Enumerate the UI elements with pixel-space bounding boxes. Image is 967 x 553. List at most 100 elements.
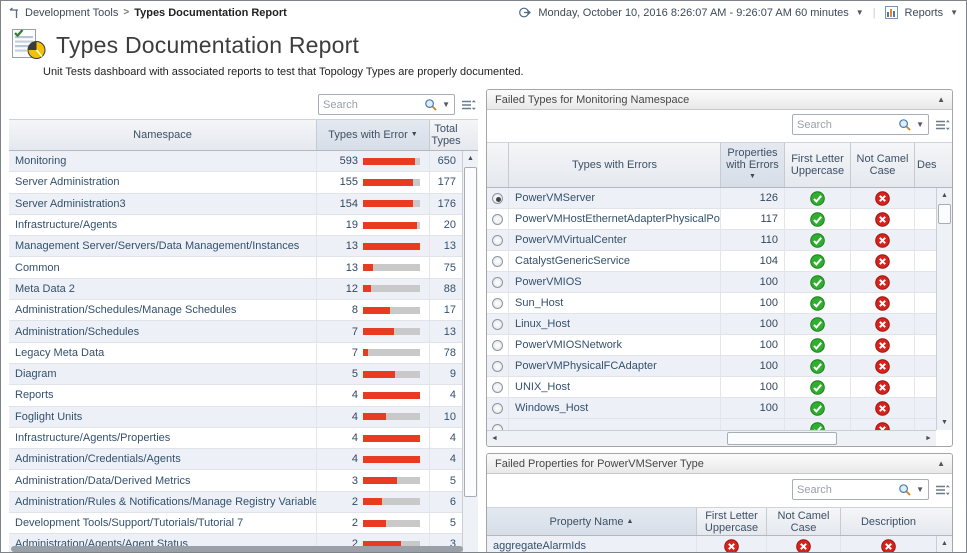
magnifier-icon[interactable]: [898, 118, 912, 132]
column-header-total-types[interactable]: Total Types: [431, 123, 461, 147]
scroll-left-icon[interactable]: ◄: [491, 435, 498, 442]
namespace-table-vertical-scrollbar[interactable]: ▲: [462, 151, 478, 552]
scroll-up-icon[interactable]: ▲: [941, 540, 948, 547]
table-row[interactable]: Administration/Schedules 7 13: [9, 321, 462, 343]
search-options-caret-icon[interactable]: ▼: [442, 100, 450, 109]
table-row[interactable]: Server Administration 155 177: [9, 172, 462, 194]
reports-caret-icon[interactable]: ▼: [950, 8, 958, 17]
sort-desc-icon: ▼: [410, 131, 418, 138]
search-input[interactable]: [797, 118, 899, 131]
table-row[interactable]: Common 13 75: [9, 257, 462, 279]
radio-button[interactable]: [492, 255, 503, 267]
scrollbar-thumb[interactable]: [464, 167, 477, 497]
magnifier-icon[interactable]: [898, 483, 912, 497]
table-row[interactable]: Legacy Meta Data 7 78: [9, 342, 462, 364]
failed-types-table-header: Types with Errors Properties with Errors…: [487, 142, 952, 188]
scroll-down-icon[interactable]: ▼: [941, 419, 948, 426]
column-header-property-name[interactable]: Property Name ▲: [487, 508, 697, 535]
table-row[interactable]: Monitoring 593 650: [9, 151, 462, 173]
radio-button[interactable]: [492, 381, 503, 393]
scroll-right-icon[interactable]: ►: [925, 435, 932, 442]
time-range-selector[interactable]: Monday, October 10, 2016 8:26:07 AM - 9:…: [538, 6, 849, 19]
search-options-caret-icon[interactable]: ▼: [916, 120, 924, 129]
radio-button[interactable]: [492, 192, 503, 204]
table-row[interactable]: Management Server/Servers/Data Managemen…: [9, 236, 462, 258]
magnifier-icon[interactable]: [424, 98, 438, 112]
table-row[interactable]: Administration/Rules & Notifications/Man…: [9, 491, 462, 514]
error-ratio-bar: [363, 434, 420, 442]
bookmark-icon[interactable]: [9, 6, 20, 19]
radio-button[interactable]: [492, 339, 503, 351]
radio-button[interactable]: [492, 360, 503, 372]
radio-button[interactable]: [492, 318, 503, 330]
search-input[interactable]: [323, 98, 425, 111]
reports-menu[interactable]: Reports: [904, 6, 944, 19]
table-row[interactable]: Meta Data 2 12 88: [9, 278, 462, 301]
breadcrumb-section[interactable]: Development Tools: [25, 6, 119, 19]
failed-types-vertical-scrollbar[interactable]: ▲ ▼: [936, 188, 952, 430]
table-row[interactable]: Development Tools/Support/Tutorials/Tuto…: [9, 513, 462, 535]
time-range-caret-icon[interactable]: ▼: [855, 8, 864, 17]
table-row[interactable]: Windows_Host 100: [487, 398, 936, 419]
row-selector-cell: [487, 209, 509, 229]
column-header-first-letter-uppercase[interactable]: First Letter Uppercase: [697, 508, 767, 535]
column-header-types-with-errors[interactable]: Types with Errors: [509, 143, 721, 187]
table-row[interactable]: PowerVMIOS 100: [487, 272, 936, 293]
column-header-description[interactable]: Description: [860, 515, 917, 528]
table-row[interactable]: Linux_Host 100: [487, 314, 936, 335]
table-row[interactable]: PowerVMVirtualCenter 110: [487, 230, 936, 251]
table-row[interactable]: [487, 419, 936, 430]
properties-with-errors-cell: 117: [721, 209, 785, 229]
not-camel-case-cell: [851, 398, 915, 418]
table-row[interactable]: Administration/Credentials/Agents 4 4: [9, 449, 462, 471]
table-row[interactable]: Reports 4 4: [9, 385, 462, 407]
column-header-namespace[interactable]: Namespace: [9, 120, 317, 150]
radio-button[interactable]: [492, 213, 503, 225]
scrollbar-thumb[interactable]: [938, 204, 951, 224]
radio-button[interactable]: [492, 297, 503, 309]
column-header-types-with-error[interactable]: Types with Error ▼: [317, 120, 430, 150]
scrollbar-thumb[interactable]: [727, 432, 837, 445]
table-row[interactable]: Infrastructure/Agents 19 20: [9, 214, 462, 237]
table-row[interactable]: Foglight Units 4 10: [9, 406, 462, 428]
table-row[interactable]: Administration/Schedules/Manage Schedule…: [9, 300, 462, 322]
search-input[interactable]: [797, 483, 899, 496]
table-row[interactable]: PowerVMPhysicalFCAdapter 100: [487, 356, 936, 377]
property-name-cell: aggregateAlarmIds: [487, 536, 697, 552]
radio-button[interactable]: [492, 234, 503, 246]
search-options-caret-icon[interactable]: ▼: [916, 485, 924, 494]
table-customizer-icon[interactable]: [935, 119, 950, 131]
scroll-up-icon[interactable]: ▲: [467, 155, 474, 162]
table-row[interactable]: Server Administration3 154 176: [9, 193, 462, 215]
radio-button[interactable]: [492, 402, 503, 414]
horizontal-overlay-scrollbar[interactable]: [11, 546, 463, 552]
radio-button[interactable]: [492, 423, 503, 430]
table-row[interactable]: Infrastructure/Agents/Properties 4 4: [9, 427, 462, 450]
failed-types-horizontal-scrollbar[interactable]: ◄ ►: [487, 430, 936, 446]
column-header-not-camel-case[interactable]: Not Camel Case: [851, 143, 915, 187]
table-row[interactable]: aggregateAlarmIds: [487, 536, 936, 552]
table-row[interactable]: CatalystGenericService 104: [487, 251, 936, 272]
table-row[interactable]: Administration/Data/Derived Metrics 3 5: [9, 470, 462, 492]
first-letter-uppercase-cell: [785, 419, 851, 430]
radio-button[interactable]: [492, 276, 503, 288]
column-header-properties-with-errors[interactable]: Properties with Errors ▼: [721, 143, 785, 187]
column-header-first-letter-uppercase[interactable]: First Letter Uppercase: [785, 143, 851, 187]
table-row[interactable]: Sun_Host 100: [487, 293, 936, 314]
table-row[interactable]: Diagram 5 9: [9, 363, 462, 386]
table-customizer-icon[interactable]: [935, 484, 950, 496]
collapse-panel-icon[interactable]: ▲: [937, 459, 945, 468]
table-row[interactable]: PowerVMHostEthernetAdapterPhysicalPort 1…: [487, 209, 936, 230]
table-customizer-icon[interactable]: [461, 99, 476, 111]
table-row[interactable]: PowerVMIOSNetwork 100: [487, 335, 936, 356]
column-header-not-camel-case[interactable]: Not Camel Case: [767, 508, 841, 535]
type-name-cell: PowerVMHostEthernetAdapterPhysicalPort: [509, 209, 721, 229]
collapse-panel-icon[interactable]: ▲: [937, 95, 945, 104]
table-row[interactable]: UNIX_Host 100: [487, 377, 936, 398]
table-row[interactable]: PowerVMServer 126: [487, 188, 936, 209]
row-selector-cell: [487, 398, 509, 418]
column-header-description[interactable]: Description: [917, 159, 936, 171]
total-types-cell: 6: [449, 495, 456, 508]
failed-properties-vertical-scrollbar[interactable]: ▲: [936, 536, 952, 552]
scroll-up-icon[interactable]: ▲: [941, 192, 948, 199]
